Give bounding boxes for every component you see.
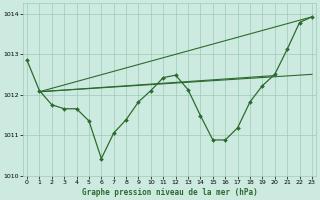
X-axis label: Graphe pression niveau de la mer (hPa): Graphe pression niveau de la mer (hPa) bbox=[82, 188, 257, 197]
